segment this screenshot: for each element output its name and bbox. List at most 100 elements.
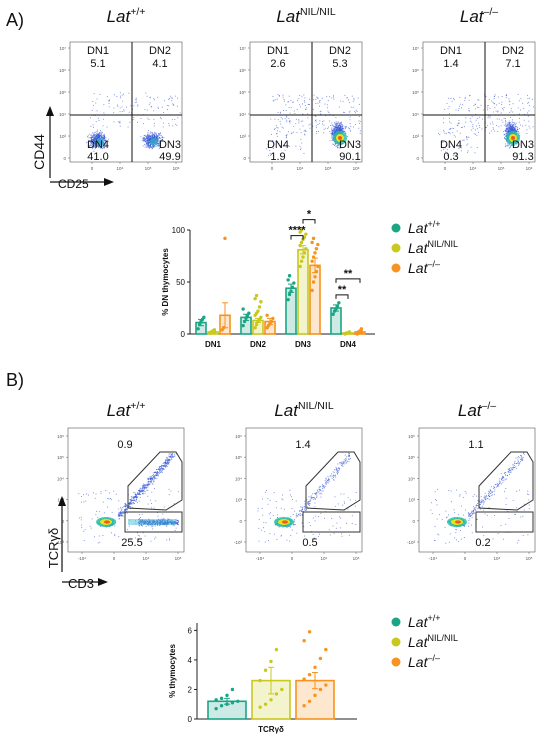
event-dot	[163, 112, 164, 113]
event-dot	[283, 110, 284, 111]
event-dot	[512, 119, 513, 120]
event-dot	[176, 522, 177, 523]
event-dot	[511, 124, 512, 125]
event-dot	[134, 500, 135, 501]
event-dot	[145, 141, 146, 142]
event-dot	[146, 144, 147, 145]
event-dot	[166, 459, 167, 460]
event-dot	[152, 135, 153, 136]
event-dot	[124, 503, 125, 504]
event-dot	[169, 125, 170, 126]
event-dot	[158, 108, 159, 109]
quadrant-value-dn4: 0.3	[443, 151, 458, 163]
event-dot	[94, 132, 95, 133]
event-dot	[151, 132, 152, 133]
event-dot	[132, 503, 133, 504]
event-dot	[279, 95, 280, 96]
y-tick-label: 10⁴	[57, 476, 64, 481]
x-tick-label: 10⁵	[498, 166, 505, 171]
event-dot	[305, 105, 306, 106]
event-dot	[107, 507, 108, 508]
event-dot	[468, 110, 469, 111]
event-dot	[135, 496, 136, 497]
event-dot	[144, 137, 145, 138]
event-dot	[137, 106, 138, 107]
event-dot	[502, 122, 503, 123]
event-dot	[81, 527, 82, 528]
event-dot	[113, 112, 114, 113]
x-tick-label: 0	[271, 166, 274, 171]
event-dot	[146, 138, 147, 139]
event-dot	[275, 119, 276, 120]
event-dot	[452, 132, 453, 133]
event-dot	[350, 126, 351, 127]
event-dot	[490, 108, 491, 109]
event-dot	[347, 136, 348, 137]
event-dot	[444, 133, 445, 134]
event-dot	[139, 518, 140, 519]
event-dot	[350, 131, 351, 132]
event-dot	[444, 109, 445, 110]
event-dot	[304, 131, 305, 132]
event-dot	[512, 126, 513, 127]
event-dot	[467, 137, 468, 138]
event-dot	[92, 110, 93, 111]
event-dot	[151, 476, 152, 477]
event-dot	[171, 454, 172, 455]
event-dot	[316, 121, 317, 122]
event-dot	[509, 123, 510, 124]
event-dot	[294, 113, 295, 114]
event-dot	[345, 128, 346, 129]
event-dot	[158, 472, 159, 473]
event-dot	[137, 492, 138, 493]
event-dot	[462, 104, 463, 105]
event-dot	[336, 121, 337, 122]
event-dot	[161, 118, 162, 119]
event-dot	[459, 123, 460, 124]
event-dot	[506, 131, 507, 132]
event-dot	[512, 122, 513, 123]
quadrant-value-dn2: 7.1	[505, 58, 520, 70]
event-dot	[494, 96, 495, 97]
event-dot	[160, 117, 161, 118]
event-dot	[518, 108, 519, 109]
event-dot	[158, 136, 159, 137]
event-dot	[303, 153, 304, 154]
event-dot	[121, 508, 122, 509]
y-tick-label: 10⁴	[239, 112, 246, 117]
event-dot	[327, 107, 328, 108]
event-dot	[117, 105, 118, 106]
event-dot	[138, 535, 139, 536]
density-core	[104, 520, 110, 523]
event-dot	[148, 504, 149, 505]
event-dot	[117, 106, 118, 107]
event-dot	[147, 485, 148, 486]
event-dot	[300, 129, 301, 130]
event-dot	[443, 122, 444, 123]
event-dot	[313, 99, 314, 100]
event-dot	[335, 129, 336, 130]
event-dot	[467, 139, 468, 140]
event-dot	[142, 486, 143, 487]
event-dot	[133, 500, 134, 501]
event-dot	[333, 95, 334, 96]
event-dot	[469, 100, 470, 101]
event-dot	[274, 129, 275, 130]
y-tick-label: 10⁶	[59, 68, 66, 73]
event-dot	[332, 135, 333, 136]
event-dot	[163, 466, 164, 467]
event-dot	[501, 113, 502, 114]
event-dot	[131, 500, 132, 501]
event-dot	[99, 137, 100, 138]
event-dot	[518, 94, 519, 95]
event-dot	[519, 114, 520, 115]
event-dot	[512, 112, 513, 113]
event-dot	[293, 102, 294, 103]
event-dot	[520, 110, 521, 111]
event-dot	[452, 128, 453, 129]
event-dot	[96, 493, 97, 494]
event-dot	[496, 111, 497, 112]
y-tick-label: 10⁵	[412, 90, 419, 95]
event-dot	[316, 133, 317, 134]
